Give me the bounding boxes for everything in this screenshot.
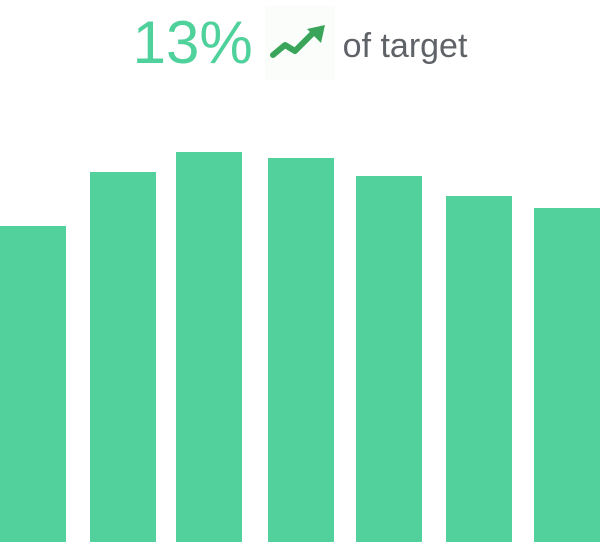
bar-3 xyxy=(176,152,242,542)
bar-7 xyxy=(534,208,600,542)
bar-4 xyxy=(268,158,334,542)
bar-2 xyxy=(90,172,156,542)
bar-1 xyxy=(0,226,66,542)
bar-6 xyxy=(446,196,512,542)
bar-5 xyxy=(356,176,422,542)
